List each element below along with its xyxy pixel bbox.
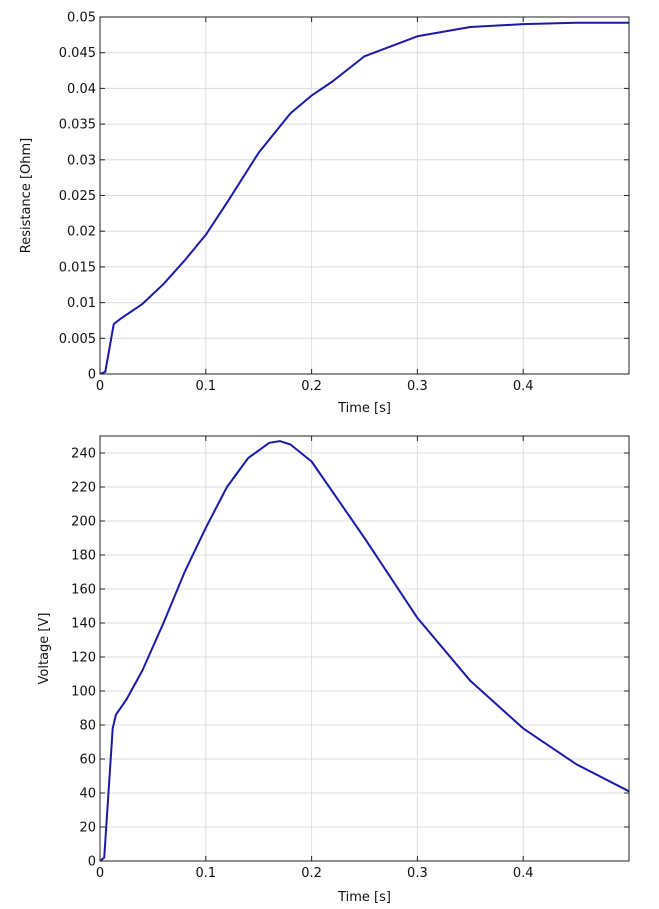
y-tick-label: 0.03 bbox=[67, 153, 96, 168]
y-tick-label: 0.025 bbox=[59, 189, 96, 204]
x-tick-label: 0.1 bbox=[195, 379, 216, 394]
y-tick-label: 160 bbox=[71, 583, 96, 598]
y-tick-label: 40 bbox=[79, 787, 96, 802]
y-axis-label: Voltage [V] bbox=[37, 613, 52, 685]
y-tick-label: 0.01 bbox=[67, 296, 96, 311]
y-tick-label: 80 bbox=[79, 719, 96, 734]
resistance-chart: 0 0.1 0.2 0.3 0.4 0 0.005 0.01 0.015 0.02 0.025 0.0… bbox=[19, 11, 630, 416]
x-tick-label: 0.2 bbox=[301, 866, 322, 881]
y-tick-label: 0.04 bbox=[67, 82, 96, 97]
y-tick-label: 220 bbox=[71, 481, 96, 496]
y-tick-label: 0.045 bbox=[59, 46, 96, 61]
series-line bbox=[99, 440, 630, 862]
y-tick-label: 0 bbox=[88, 855, 96, 870]
voltage-chart: 0 0.1 0.2 0.3 0.4 0 20 40 60 80 100 120 140 160 180 200… bbox=[37, 435, 630, 905]
y-tick-label: 120 bbox=[71, 651, 96, 666]
plot-area bbox=[100, 436, 629, 861]
y-tick-label: 0.02 bbox=[67, 225, 96, 240]
y-tick-label: 20 bbox=[79, 821, 96, 836]
y-tick-label: 140 bbox=[71, 617, 96, 632]
x-tick-label: 0.1 bbox=[195, 866, 216, 881]
y-tick-label: 0.05 bbox=[67, 11, 96, 26]
y-tick-label: 0.035 bbox=[59, 118, 96, 133]
y-tick-label: 240 bbox=[71, 447, 96, 462]
x-tick-label: 0.2 bbox=[301, 379, 322, 394]
x-tick-label: 0 bbox=[96, 866, 104, 881]
y-tick-label: 0.005 bbox=[59, 332, 96, 347]
x-tick-label: 0.3 bbox=[407, 866, 428, 881]
x-tick-label: 0 bbox=[96, 379, 104, 394]
y-axis-label: Resistance [Ohm] bbox=[19, 138, 34, 253]
x-axis-label: Time [s] bbox=[337, 401, 391, 416]
series-line bbox=[99, 21, 629, 375]
x-tick-label: 0.4 bbox=[513, 379, 534, 394]
x-axis-label: Time [s] bbox=[337, 890, 391, 905]
y-tick-label: 180 bbox=[71, 549, 96, 564]
x-tick-label: 0.3 bbox=[407, 379, 428, 394]
y-tick-label: 0 bbox=[88, 368, 96, 383]
y-tick-label: 100 bbox=[71, 685, 96, 700]
plot-frame bbox=[99, 435, 630, 862]
y-tick-label: 200 bbox=[71, 515, 96, 530]
x-tick-label: 0.4 bbox=[513, 866, 534, 881]
y-tick-label: 0.015 bbox=[59, 260, 96, 275]
y-tick-label: 60 bbox=[79, 753, 96, 768]
